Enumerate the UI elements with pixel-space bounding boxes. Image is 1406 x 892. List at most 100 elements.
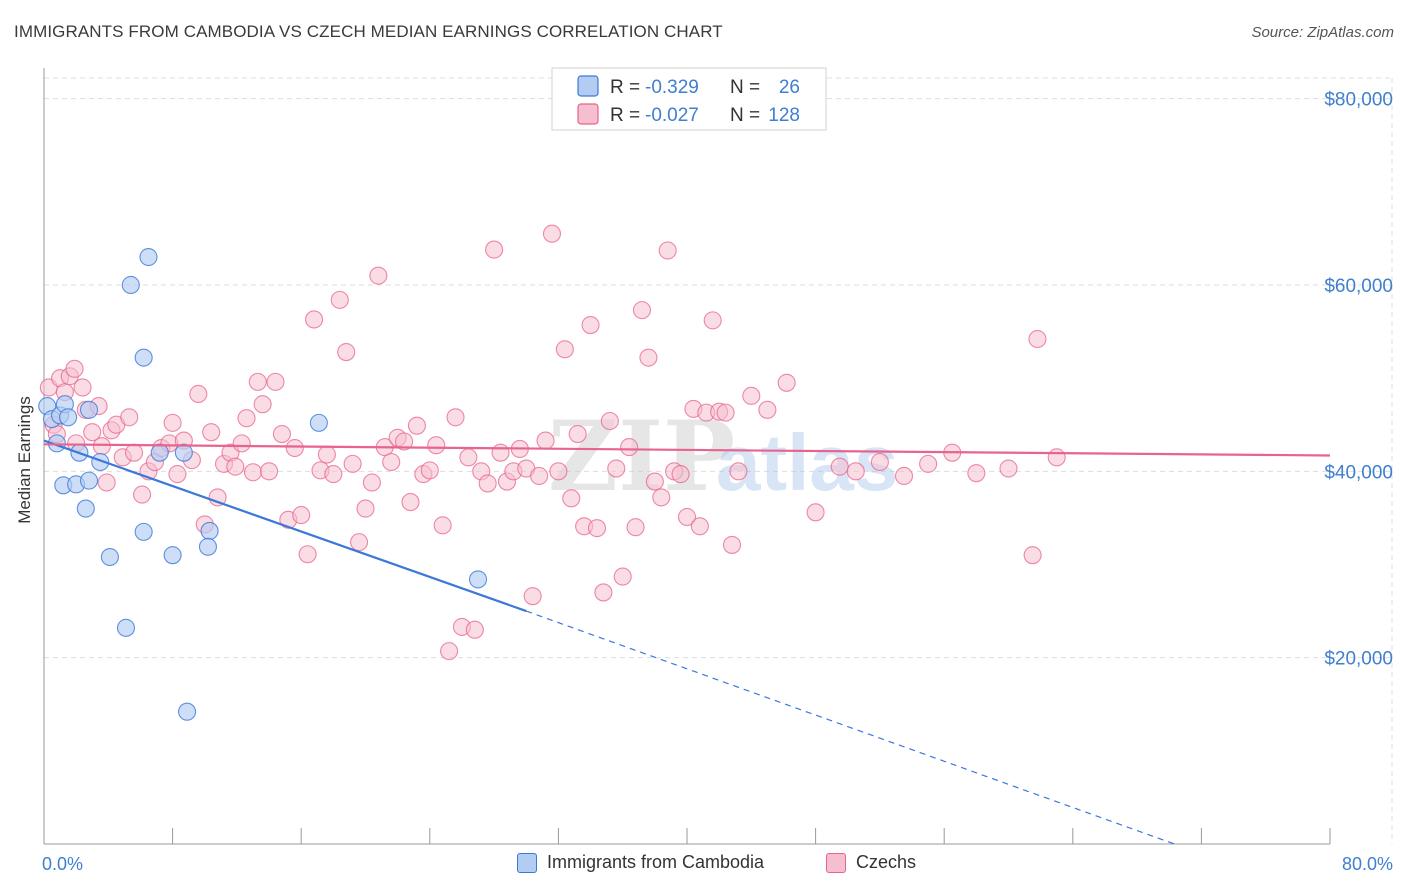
czechs-point bbox=[73, 378, 92, 397]
legend-r-label: R = bbox=[610, 77, 640, 98]
cambodia-point bbox=[163, 546, 182, 565]
czechs-point bbox=[806, 503, 825, 522]
chart-title: IMMIGRANTS FROM CAMBODIA VS CZECH MEDIAN… bbox=[14, 22, 723, 41]
czechs-point bbox=[259, 462, 279, 481]
czechs-point bbox=[716, 403, 735, 422]
czechs-point bbox=[459, 448, 478, 467]
czechs-point bbox=[870, 452, 889, 472]
legend-r-value: -0.329 bbox=[645, 77, 699, 98]
czechs-point bbox=[248, 372, 267, 391]
czechs-point bbox=[124, 443, 144, 462]
czechs-point bbox=[549, 462, 568, 481]
czechs-point bbox=[163, 413, 182, 432]
czechs-point bbox=[690, 517, 709, 536]
bottom-legend-item-cambodia[interactable]: Immigrants from Cambodia bbox=[517, 852, 764, 873]
cambodia-point bbox=[134, 522, 153, 541]
x-tick-label: 80.0% bbox=[1342, 854, 1393, 874]
czechs-trend-line bbox=[43, 443, 1331, 457]
czechs-point bbox=[92, 437, 111, 456]
czechs-point bbox=[202, 423, 221, 442]
chart-source: Source: ZipAtlas.com bbox=[1251, 24, 1394, 41]
czechs-point bbox=[491, 443, 510, 462]
bottom-legend-label-cambodia: Immigrants from Cambodia bbox=[547, 852, 765, 872]
y-tick-label: $80,000 bbox=[1324, 90, 1393, 111]
cambodia-point bbox=[309, 413, 328, 432]
czechs-point bbox=[703, 311, 722, 330]
y-tick-label: $60,000 bbox=[1324, 276, 1393, 297]
czechs-point bbox=[401, 493, 420, 512]
czechs-point bbox=[632, 301, 652, 320]
czechs-point bbox=[330, 290, 349, 309]
czechs-point bbox=[1047, 448, 1066, 467]
czechs-point bbox=[298, 545, 317, 564]
czechs-point bbox=[587, 519, 607, 538]
bottom-legend-item-czechs[interactable]: Czechs bbox=[826, 852, 916, 873]
czechs-point bbox=[613, 567, 632, 586]
czechs-point bbox=[446, 408, 465, 427]
czechs-point bbox=[272, 424, 291, 444]
czechs-point bbox=[536, 431, 555, 450]
czechs-point bbox=[607, 459, 626, 478]
cambodia-point bbox=[79, 400, 99, 419]
czechs-point bbox=[639, 348, 658, 367]
czechs-point bbox=[285, 438, 304, 458]
czechs-point bbox=[440, 642, 459, 661]
cambodia-point bbox=[121, 275, 140, 295]
czechs-point bbox=[758, 400, 777, 419]
legend-swatch-cambodia-icon bbox=[577, 75, 599, 97]
czechs-point bbox=[478, 474, 497, 493]
czechs-point bbox=[542, 224, 562, 243]
czechs-point bbox=[226, 457, 245, 476]
y-tick-label: $40,000 bbox=[1324, 462, 1393, 483]
czechs-point bbox=[652, 488, 671, 507]
czechs-point bbox=[362, 473, 381, 492]
czechs-point bbox=[317, 445, 336, 464]
czechs-point bbox=[671, 465, 690, 484]
czechs-point bbox=[266, 372, 285, 391]
czechs-point bbox=[846, 462, 865, 481]
cambodia-point bbox=[139, 247, 158, 267]
czechs-point bbox=[343, 454, 362, 473]
czechs-point bbox=[581, 315, 600, 335]
cambodia-point bbox=[79, 471, 99, 490]
cambodia-point bbox=[91, 452, 110, 472]
czechs-point bbox=[919, 454, 938, 473]
czechs-point bbox=[722, 535, 742, 554]
czechs-point bbox=[677, 507, 697, 527]
legend-r-label: R = bbox=[610, 105, 640, 126]
cambodia-trend-line bbox=[43, 439, 527, 613]
czechs-point bbox=[830, 457, 849, 476]
czechs-point bbox=[465, 620, 484, 639]
czechs-point bbox=[395, 432, 414, 451]
cambodia-point bbox=[200, 521, 219, 540]
czechs-point bbox=[382, 452, 401, 472]
czechs-point bbox=[65, 359, 84, 378]
czechs-point bbox=[420, 461, 439, 480]
legend-r-value: -0.027 bbox=[645, 105, 699, 126]
cambodia-trend-extension bbox=[526, 610, 1175, 845]
czechs-point bbox=[562, 489, 581, 508]
czechs-point bbox=[967, 464, 986, 483]
czechs-point bbox=[620, 438, 639, 457]
czechs-point bbox=[433, 516, 452, 535]
czechs-point bbox=[894, 466, 914, 486]
czechs-point bbox=[626, 518, 645, 537]
czechs-point bbox=[555, 340, 574, 359]
czechs-point bbox=[742, 386, 761, 405]
czechs-point bbox=[356, 499, 375, 518]
x-tick-label: 0.0% bbox=[42, 854, 83, 874]
czechs-point bbox=[337, 343, 356, 362]
czechs-point bbox=[658, 241, 677, 260]
cambodia-point bbox=[174, 443, 193, 462]
czechs-point bbox=[253, 395, 272, 414]
czechs-point bbox=[777, 373, 796, 392]
czechs-point bbox=[427, 436, 446, 455]
czechs-point bbox=[324, 465, 343, 484]
czechs-point bbox=[407, 416, 426, 435]
czechs-point bbox=[237, 409, 256, 428]
czechs-point bbox=[97, 473, 116, 492]
cambodia-point bbox=[134, 348, 153, 367]
czechs-point bbox=[999, 459, 1018, 478]
